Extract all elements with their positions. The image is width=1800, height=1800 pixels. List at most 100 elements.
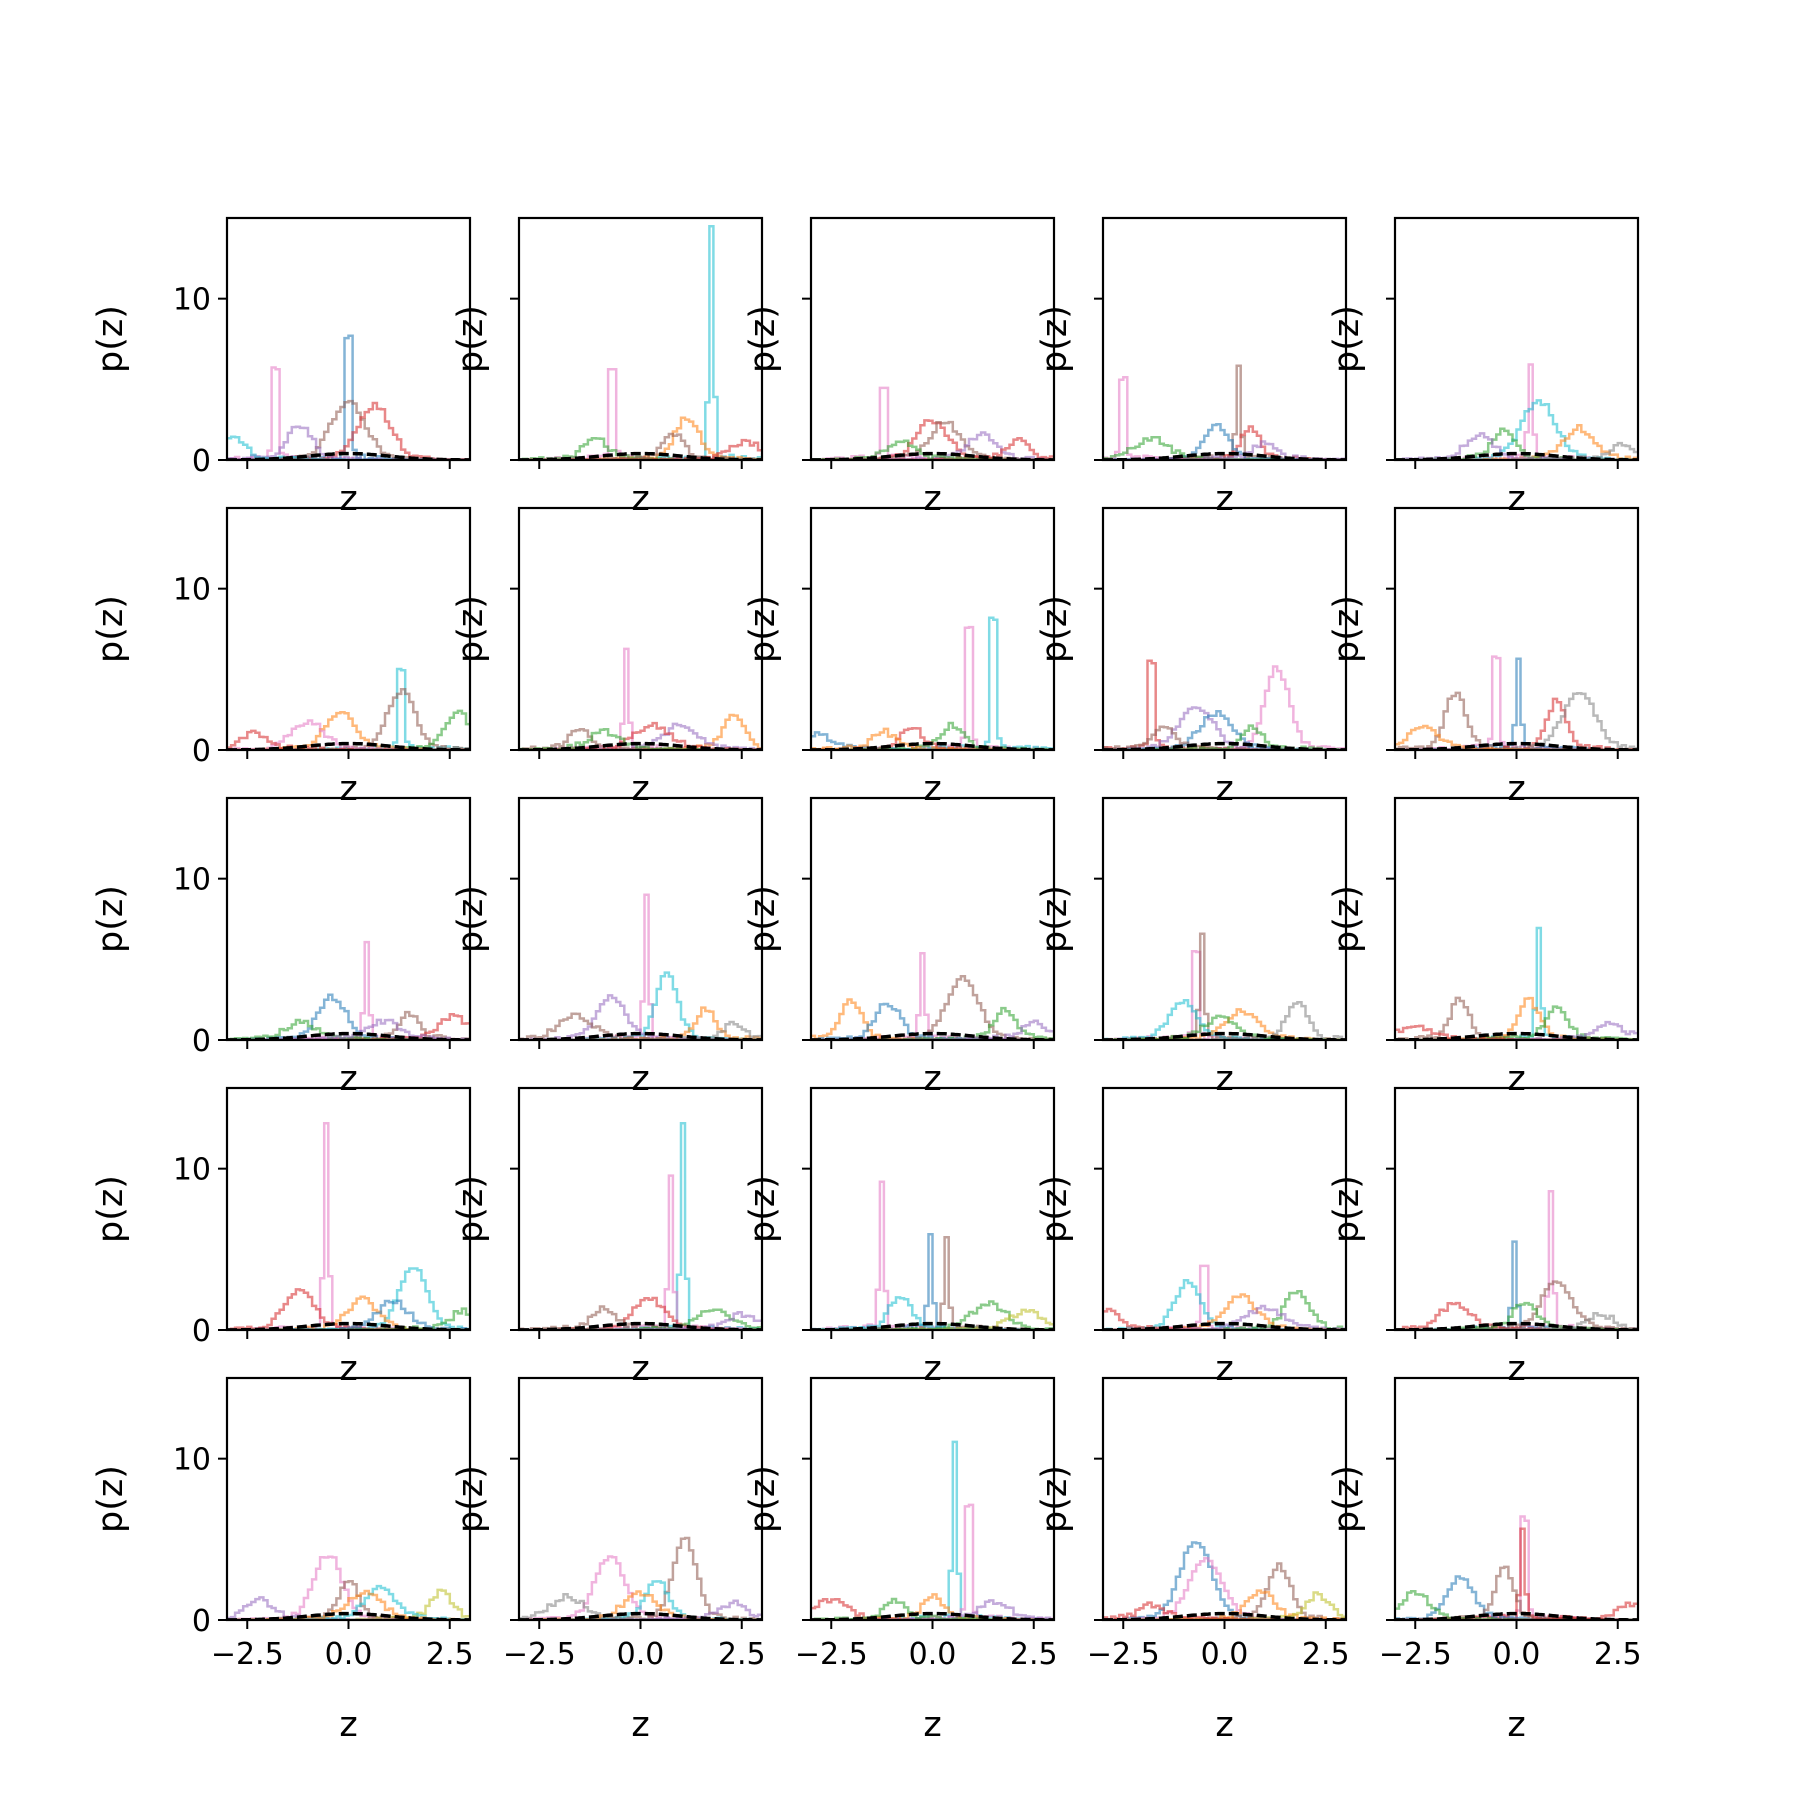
subplot-4-5: z p(z) [1327, 1086, 1640, 1389]
x-axis-label: z [1507, 1705, 1525, 1745]
subplot-1-1: 0 10 z p(z) [91, 216, 472, 519]
subplot-5-2: −2.5 0.0 2.5 z p(z) [451, 1376, 766, 1745]
x-axis-label: z [1215, 1349, 1233, 1389]
x-axis-label: z [1507, 479, 1525, 519]
y-axis-label: p(z) [91, 885, 131, 953]
y-tick-label: 0 [192, 1314, 211, 1349]
y-tick-label: 0 [192, 444, 211, 479]
x-axis-label: z [1215, 479, 1233, 519]
x-axis-label: z [1507, 1059, 1525, 1099]
y-axis-label: p(z) [1035, 305, 1075, 373]
plot-area [1395, 363, 1638, 460]
x-tick-label: 0.0 [909, 1637, 957, 1672]
axes-frame [225, 796, 472, 1042]
series-line [519, 224, 762, 460]
x-axis-label: z [631, 1705, 649, 1745]
series-line [227, 1267, 470, 1330]
series-line [811, 616, 1054, 750]
x-axis-label: z [1507, 1349, 1525, 1389]
y-tick-label: 10 [173, 283, 211, 318]
series-line [519, 1305, 762, 1330]
x-axis-label: z [339, 1059, 357, 1099]
x-tick-label: −2.5 [795, 1637, 868, 1672]
axes-frame [1101, 216, 1348, 462]
plot-area [227, 1121, 470, 1330]
x-axis-label: z [923, 1059, 941, 1099]
series-line [519, 647, 762, 750]
y-tick-label: 0 [192, 1604, 211, 1639]
x-axis-label: z [923, 1705, 941, 1745]
axes-frame [225, 1086, 472, 1332]
series-line [227, 1555, 470, 1620]
subplot-3-4: z p(z) [1035, 796, 1348, 1099]
y-axis-label: p(z) [1035, 1465, 1075, 1533]
y-axis-label: p(z) [1327, 1465, 1367, 1533]
y-axis-label: p(z) [91, 305, 131, 373]
plot-area [227, 334, 470, 460]
y-axis-label: p(z) [91, 595, 131, 663]
plot-area [1395, 1515, 1638, 1620]
x-tick-label: 2.5 [1010, 1637, 1058, 1672]
subplot-1-3: z p(z) [743, 216, 1056, 519]
x-axis-label: z [339, 1705, 357, 1745]
x-axis-label: z [631, 1349, 649, 1389]
plot-area [1103, 364, 1346, 460]
series-line [227, 401, 470, 460]
series-line [1395, 657, 1638, 750]
plot-area [519, 1536, 762, 1620]
y-axis-label: p(z) [743, 595, 783, 663]
axes-frame [809, 1376, 1056, 1622]
plot-area [811, 1180, 1054, 1330]
axes-frame [809, 506, 1056, 752]
plot-area [519, 647, 762, 750]
y-axis-label: p(z) [1327, 1175, 1367, 1243]
x-tick-label: −2.5 [211, 1637, 284, 1672]
plot-area [811, 616, 1054, 750]
x-tick-label: 0.0 [325, 1637, 373, 1672]
plot-area [519, 1122, 762, 1330]
plot-area [811, 386, 1054, 460]
subplot-2-5: z p(z) [1327, 506, 1640, 809]
x-axis-label: z [631, 769, 649, 809]
series-line [1395, 1024, 1638, 1040]
y-tick-label: 10 [173, 863, 211, 898]
y-axis-label: p(z) [451, 305, 491, 373]
y-axis-label: p(z) [91, 1465, 131, 1533]
series-line [1103, 1264, 1346, 1330]
subplot-5-4: −2.5 0.0 2.5 z p(z) [1035, 1376, 1350, 1745]
plot-area [1103, 659, 1346, 750]
y-axis-label: p(z) [1327, 595, 1367, 663]
y-tick-label: 10 [173, 1153, 211, 1188]
subplot-1-4: z p(z) [1035, 216, 1348, 519]
x-axis-label: z [1215, 1705, 1233, 1745]
series-line [811, 1597, 1054, 1620]
subplot-2-4: z p(z) [1035, 506, 1348, 809]
y-tick-label: 10 [173, 1443, 211, 1478]
series-line [811, 625, 1054, 750]
series-line [811, 1503, 1054, 1620]
series-line [811, 1597, 1054, 1620]
y-axis-label: p(z) [743, 1465, 783, 1533]
y-axis-label: p(z) [1327, 885, 1367, 953]
plot-area [1395, 926, 1638, 1040]
axes-frame [225, 1376, 472, 1622]
subplot-2-2: z p(z) [451, 506, 764, 809]
subplot-5-5: −2.5 0.0 2.5 z p(z) [1327, 1376, 1642, 1745]
y-axis-label: p(z) [1327, 305, 1367, 373]
series-line [1395, 1020, 1638, 1040]
subplot-4-2: z p(z) [451, 1086, 764, 1389]
subplot-4-4: z p(z) [1035, 1086, 1348, 1389]
y-axis-label: p(z) [451, 885, 491, 953]
y-axis-label: p(z) [1035, 885, 1075, 953]
series-line [1103, 1008, 1346, 1040]
x-tick-label: −2.5 [503, 1637, 576, 1672]
plot-area [227, 667, 470, 750]
subplot-2-1: 0 10 z p(z) [91, 506, 472, 809]
series-line [811, 975, 1054, 1040]
series-line [227, 940, 470, 1040]
series-line [227, 1121, 470, 1330]
subplot-4-1: 0 10 z p(z) [91, 1086, 472, 1389]
series-line [519, 367, 762, 460]
x-tick-label: 0.0 [1493, 1637, 1541, 1672]
plot-area [1103, 1264, 1346, 1330]
